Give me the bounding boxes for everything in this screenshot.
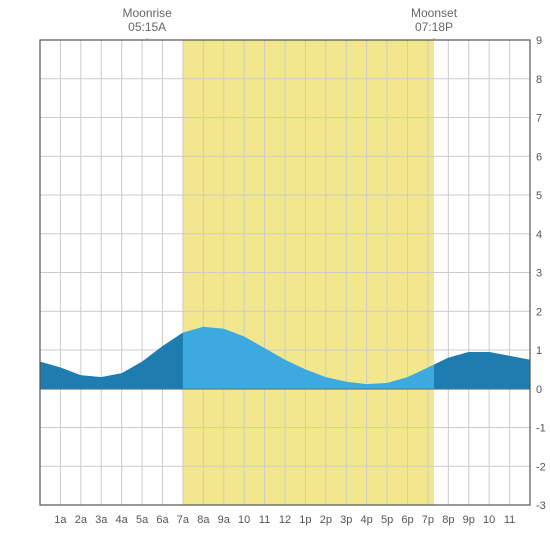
svg-text:1a: 1a (54, 514, 67, 526)
moonrise-label: Moonrise (107, 6, 187, 20)
moonrise-annotation: Moonrise 05:15A (107, 6, 187, 35)
svg-text:4a: 4a (116, 514, 129, 526)
moonset-label: Moonset (394, 6, 474, 20)
svg-text:1p: 1p (299, 514, 311, 526)
svg-text:8: 8 (536, 74, 542, 86)
tide-chart: -3-2-101234567891a2a3a4a5a6a7a8a9a101112… (0, 0, 550, 550)
svg-text:9a: 9a (218, 514, 231, 526)
svg-text:7a: 7a (177, 514, 190, 526)
svg-text:3a: 3a (95, 514, 108, 526)
svg-text:8p: 8p (442, 514, 454, 526)
svg-text:10: 10 (238, 514, 250, 526)
svg-text:5: 5 (536, 190, 542, 202)
svg-text:7: 7 (536, 113, 542, 125)
svg-text:9: 9 (536, 35, 542, 47)
moonset-time: 07:18P (394, 20, 474, 34)
moonrise-time: 05:15A (107, 20, 187, 34)
svg-text:4p: 4p (361, 514, 373, 526)
svg-text:-1: -1 (536, 423, 546, 435)
svg-text:6a: 6a (156, 514, 169, 526)
svg-text:2a: 2a (75, 514, 88, 526)
svg-text:6: 6 (536, 151, 542, 163)
svg-text:7p: 7p (422, 514, 434, 526)
svg-text:11: 11 (504, 514, 515, 526)
svg-text:1: 1 (536, 345, 542, 357)
svg-text:8a: 8a (197, 514, 210, 526)
svg-text:5p: 5p (381, 514, 393, 526)
svg-text:3: 3 (536, 268, 542, 280)
svg-text:9p: 9p (463, 514, 475, 526)
svg-text:0: 0 (536, 384, 542, 396)
svg-text:2p: 2p (320, 514, 332, 526)
chart-svg: -3-2-101234567891a2a3a4a5a6a7a8a9a101112… (0, 0, 550, 550)
moonset-annotation: Moonset 07:18P (394, 6, 474, 35)
svg-text:10: 10 (483, 514, 495, 526)
svg-text:-3: -3 (536, 500, 546, 512)
svg-text:2: 2 (536, 306, 542, 318)
svg-text:3p: 3p (340, 514, 352, 526)
svg-text:12: 12 (279, 514, 291, 526)
svg-text:6p: 6p (401, 514, 413, 526)
svg-text:4: 4 (536, 229, 542, 241)
svg-text:-2: -2 (536, 461, 546, 473)
svg-text:11: 11 (259, 514, 270, 526)
svg-text:5a: 5a (136, 514, 149, 526)
